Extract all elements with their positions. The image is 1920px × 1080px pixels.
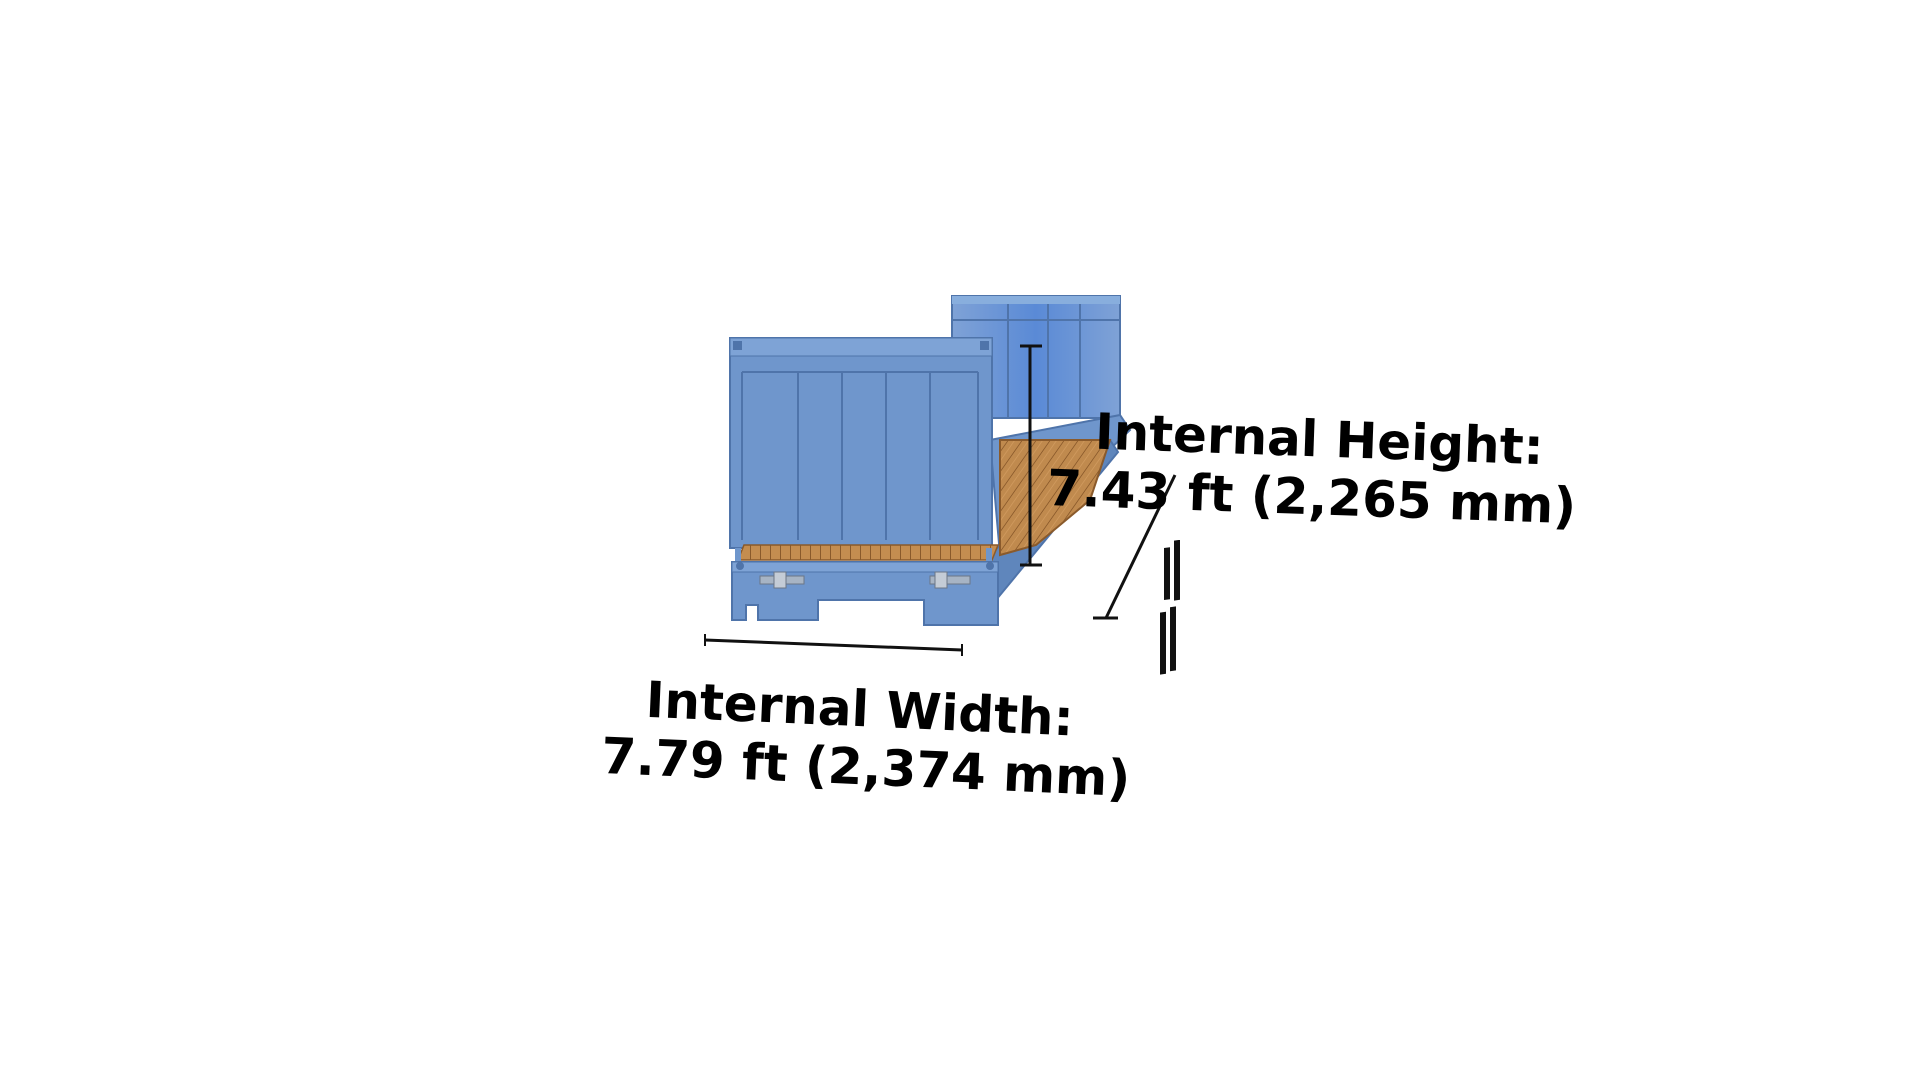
length-dimension-line	[1093, 474, 1177, 620]
base-frame	[731, 561, 999, 626]
height-dimension-line	[1020, 344, 1042, 567]
length-label-graphic	[1160, 540, 1180, 675]
front-end-wall	[729, 337, 993, 549]
internal-width-label: Internal Width: 7.79 ft (2,374 mm)	[600, 671, 1134, 808]
wooden-floor	[999, 439, 1112, 557]
internal-height-label: Internal Height: 7.43 ft (2,265 mm)	[1046, 403, 1579, 536]
width-dimension-line	[704, 634, 963, 656]
front-floor-section	[735, 544, 1000, 562]
